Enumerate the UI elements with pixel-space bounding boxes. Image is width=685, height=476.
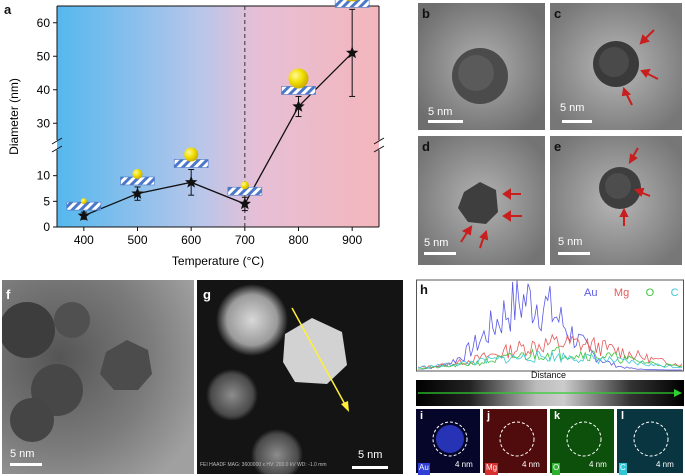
- map-label-c: C: [619, 463, 627, 475]
- profile-mg: [417, 333, 683, 369]
- panel-label-e: e: [554, 139, 562, 154]
- eds-line-profile: [416, 279, 684, 372]
- y-tick-label: 60: [37, 16, 51, 30]
- y-tick-label: 30: [37, 116, 51, 130]
- panel-label-b: b: [422, 6, 430, 21]
- data-point-star: [131, 187, 144, 199]
- nanoparticle-icon: [80, 198, 87, 205]
- x-tick-label: 700: [235, 233, 255, 247]
- eds-map-au: [416, 409, 480, 473]
- axis-break-mark: [373, 137, 385, 145]
- axis-break-mark: [51, 145, 63, 153]
- substrate-icon: [334, 0, 370, 8]
- nanoparticle-icon: [345, 0, 359, 2]
- scale-bar-d: [424, 252, 456, 255]
- red-arrows-c: [621, 29, 659, 106]
- tem-image-e: [550, 136, 682, 265]
- profile-xlabel: Distance: [531, 370, 567, 380]
- data-line: [83, 52, 353, 217]
- x-tick-label: 900: [342, 233, 362, 247]
- chart-background: [57, 6, 379, 227]
- legend-au: Au: [584, 287, 598, 299]
- data-point-star: [238, 197, 251, 210]
- map-label-au: Au: [418, 463, 430, 475]
- panel-label-d: d: [422, 139, 430, 154]
- line-scan-strip: [416, 380, 684, 406]
- panel-label-g: g: [203, 287, 211, 302]
- y-axis-label: Diameter (nm): [7, 78, 21, 155]
- axis-break-mark: [51, 137, 63, 145]
- scale-label-g: 5 nm: [358, 449, 383, 461]
- profile-c: [417, 350, 683, 369]
- panel-label-a: a: [4, 2, 12, 17]
- scale-label-l: 4 nm: [656, 460, 674, 469]
- panel-label-h: h: [420, 282, 428, 297]
- scale-label-k: 4 nm: [589, 460, 607, 469]
- scale-bar-e: [558, 252, 590, 255]
- panel-label-j: j: [487, 410, 491, 422]
- tem-image-c: [550, 3, 682, 130]
- nanoparticle-icon: [184, 147, 199, 162]
- scale-bar-g: [352, 466, 388, 469]
- data-point-star: [292, 100, 305, 112]
- data-point-star: [346, 46, 359, 59]
- x-tick-label: 800: [288, 233, 308, 247]
- scale-bar-b: [428, 120, 463, 123]
- x-tick-label: 400: [74, 233, 94, 247]
- scale-label-b: 5 nm: [428, 106, 453, 118]
- scale-bar-f: [10, 463, 42, 466]
- data-point-star: [185, 175, 198, 188]
- scale-label-e: 5 nm: [558, 236, 583, 248]
- profile-au: [417, 280, 682, 371]
- y-tick-label: 5: [43, 194, 50, 208]
- nanoparticle-icon: [132, 168, 143, 179]
- tem-image-f: [2, 280, 194, 474]
- instrument-caption: FEI HAADF MAG: 3600000 x HV: 200.0 kV WD…: [200, 462, 327, 468]
- x-tick-label: 500: [127, 233, 147, 247]
- scale-label-c: 5 nm: [560, 102, 585, 114]
- haadf-image-g: [197, 280, 403, 474]
- red-arrows-d: [460, 188, 522, 249]
- data-point-star: [77, 209, 90, 221]
- legend-o: O: [645, 287, 655, 299]
- y-tick-label: 50: [37, 49, 51, 63]
- eds-legend: Au Mg O C: [584, 283, 685, 301]
- panel-label-l: l: [621, 410, 625, 422]
- legend-mg: Mg: [613, 287, 630, 299]
- eds-map-mg: [483, 409, 547, 473]
- eds-map-o: [550, 409, 614, 473]
- scale-label-j: 4 nm: [522, 460, 540, 469]
- scale-label-d: 5 nm: [424, 237, 449, 249]
- x-axis-label: Temperature (°C): [172, 254, 264, 268]
- diameter-temperature-chart: 0 5 10 30 40 50 60 400 500 600 700 800 900 Temperatur…: [7, 0, 385, 268]
- panel-label-i: i: [420, 410, 424, 422]
- scale-label-f: 5 nm: [10, 448, 35, 460]
- map-label-o: O: [552, 463, 561, 475]
- panel-label-c: c: [554, 6, 562, 21]
- panel-label-f: f: [6, 287, 11, 302]
- map-label-mg: Mg: [485, 463, 499, 475]
- legend-c: C: [670, 287, 679, 299]
- nanoparticle-icon: [240, 181, 249, 190]
- tem-image-b: [418, 3, 545, 130]
- eds-map-c: [617, 409, 683, 473]
- red-arrows-e: [619, 147, 651, 226]
- x-tick-label: 600: [181, 233, 201, 247]
- y-tick-label: 0: [43, 220, 50, 234]
- panel-label-k: k: [554, 410, 561, 422]
- scale-label-i: 4 nm: [455, 460, 473, 469]
- nanoparticle-icon: [288, 68, 309, 89]
- y-tick-label: 40: [37, 83, 51, 97]
- scale-bar-c: [562, 120, 592, 123]
- axis-break-mark: [373, 145, 385, 153]
- y-tick-label: 10: [37, 169, 51, 183]
